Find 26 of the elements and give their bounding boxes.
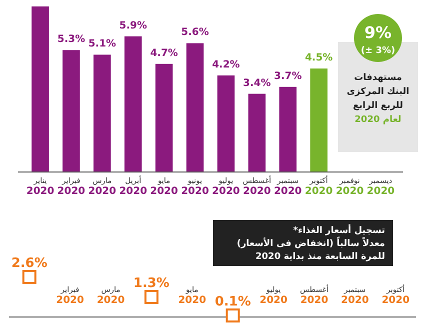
bar [217,75,235,172]
data-label: 5.3% [57,34,86,46]
bar [155,64,173,172]
data-label: 4.5% [304,52,333,64]
chart-title: تسجيل أسعار الغذاء* معدلاً سالباً (انخفاض فى الأسعار) للمرة السابعة منذ بداية 2020 [236,224,385,262]
bar [32,6,49,172]
data-label: 4.2% [212,59,240,70]
bar [124,36,142,172]
data-label: 5.6% [181,27,209,38]
data-label: 1.3% [133,276,170,291]
annotation: (± 3%) [360,46,396,56]
annotation: 9% [364,23,392,42]
data-label: 3.4% [243,78,271,89]
data-label: 4.7% [150,48,178,59]
bar [62,50,80,172]
bar [279,86,297,172]
data-label: 3.7% [274,70,302,82]
data-label: 0.1% [214,294,251,310]
bar [186,43,204,172]
bar [310,68,328,172]
data-label: 5.1% [88,38,116,50]
bar [248,94,266,172]
data-label: 5.9% [119,20,147,32]
data-label: 2.6% [11,256,48,271]
bar [94,54,111,172]
annotation: مستهدفات البنك المركزى للربع الرابع لعام 2020 [346,73,410,125]
